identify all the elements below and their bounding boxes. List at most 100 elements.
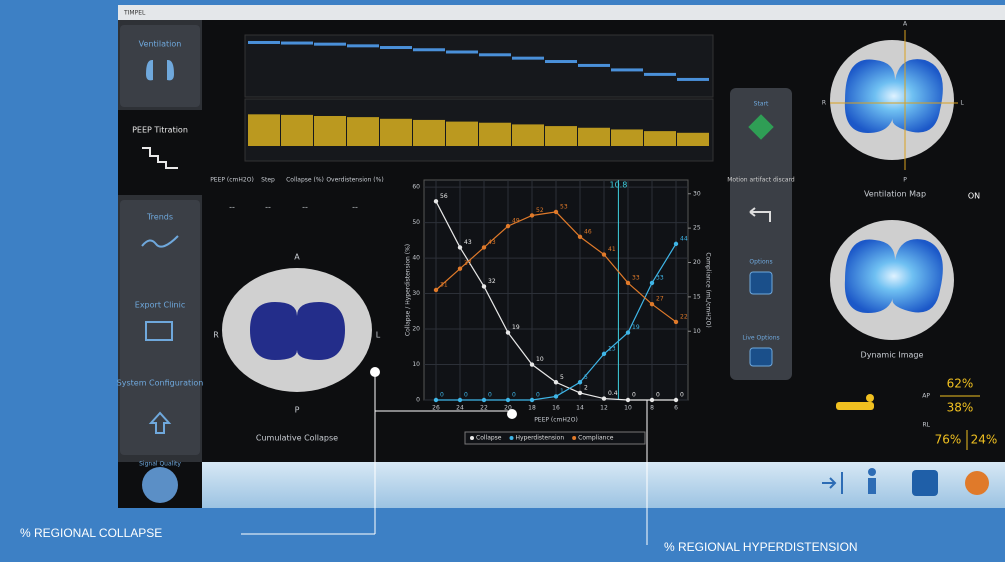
y2-tick-label: 15 [693, 293, 701, 300]
data-label: 13 [608, 345, 616, 352]
data-label: 19 [512, 324, 520, 331]
sidebar-group[interactable] [120, 200, 200, 455]
data-label: 44 [680, 235, 688, 242]
dist-value: 38% [947, 401, 974, 415]
y-tick-label: 50 [412, 219, 420, 226]
signal-quality[interactable] [142, 467, 178, 503]
trend-segment [248, 114, 280, 146]
image-label: Ventilation Map [864, 190, 926, 199]
data-point [505, 397, 511, 403]
sidebar-item-active[interactable] [118, 110, 202, 195]
sidebar-label[interactable]: Export Clinic [135, 301, 185, 310]
data-point [577, 390, 583, 396]
data-point [529, 362, 535, 367]
x-tick-label: 10 [624, 405, 632, 412]
data-point [625, 397, 631, 403]
sidebar-label[interactable]: System Configuration [117, 379, 204, 388]
data-point [481, 397, 487, 403]
x-tick-label: 14 [576, 405, 584, 412]
sidebar-label[interactable]: PEEP Titration [132, 126, 188, 135]
orientation: A [903, 21, 908, 28]
x-tick-label: 20 [504, 405, 512, 412]
data-point [481, 284, 487, 289]
table-cell: -- [229, 203, 235, 212]
trend-segment [545, 60, 577, 64]
data-point [433, 199, 439, 204]
legend [464, 431, 646, 445]
sidebar-item[interactable] [120, 25, 200, 107]
sidebar-label[interactable]: Ventilation [139, 40, 182, 49]
data-point [529, 397, 535, 403]
live-options-button[interactable] [749, 347, 773, 367]
sidebar-label[interactable]: Trends [146, 213, 173, 222]
table-header: Step [261, 177, 275, 184]
y2-tick-label: 25 [693, 225, 701, 232]
help-button[interactable] [912, 470, 938, 496]
legend-label: Compliance [578, 435, 614, 442]
data-label: 43 [488, 239, 496, 246]
data-label: 0 [632, 392, 636, 399]
data-point [601, 351, 607, 357]
data-point [577, 380, 583, 385]
lungs-icon [146, 60, 174, 81]
stop-button[interactable] [965, 471, 989, 495]
table-cell: -- [352, 203, 358, 212]
data-label: 32 [488, 278, 496, 285]
trend-segment [578, 63, 610, 67]
y-tick-label: 30 [412, 290, 420, 297]
data-point [625, 330, 631, 335]
dyn-lungs [844, 239, 943, 313]
trend-segment [611, 68, 643, 72]
patient-button[interactable] [868, 478, 876, 494]
callout-label: % REGIONAL HYPERDISTENSION [664, 540, 858, 554]
data-point [625, 280, 631, 286]
bottom-bar [202, 462, 1005, 508]
data-point [673, 241, 679, 247]
action-label[interactable]: Start [754, 101, 769, 108]
data-label: 1 [560, 388, 564, 395]
trend-segment [314, 42, 346, 46]
trend-segment [446, 121, 478, 146]
y2-tick-label: 10 [693, 328, 701, 335]
exit-button[interactable] [822, 472, 843, 494]
data-point [649, 397, 655, 403]
trend-segment [578, 127, 610, 146]
y2-axis-label: Compliance (mL/cmH2O) [705, 252, 712, 327]
orientation: P [295, 406, 300, 415]
image-label: Cumulative Collapse [256, 434, 338, 443]
action-label[interactable]: Motion artifact discard [727, 177, 795, 184]
trend-segment [281, 41, 313, 45]
trend-segment [281, 114, 313, 146]
patient-icon [836, 402, 874, 410]
dist-value: 62% [947, 377, 974, 391]
y-tick-label: 0 [416, 397, 420, 404]
data-point [553, 209, 559, 215]
action-label[interactable]: Options [749, 259, 772, 266]
highlight-label: 10.8 [609, 181, 627, 190]
data-point [673, 397, 679, 403]
sidebar-label[interactable]: Signal Quality [139, 461, 181, 468]
data-label: 10 [536, 356, 544, 363]
data-label: 52 [536, 207, 544, 214]
data-label: 0 [464, 392, 468, 399]
discard-icon[interactable] [749, 207, 771, 222]
data-label: 46 [584, 228, 592, 235]
action-label[interactable]: Live Options [742, 335, 779, 342]
legend-marker [572, 436, 577, 440]
y-tick-label: 60 [412, 184, 420, 191]
x-tick-label: 22 [480, 405, 488, 412]
options-button[interactable] [749, 271, 773, 295]
dist-value: 76% [935, 433, 962, 447]
data-label: 33 [632, 274, 640, 281]
orientation: R [822, 100, 826, 107]
status[interactable]: ON [968, 192, 980, 201]
trend-segment [380, 46, 412, 50]
data-label: 33 [656, 274, 664, 281]
collapse-region [250, 302, 345, 360]
trend-segment [314, 116, 346, 146]
data-label: 0 [656, 392, 660, 399]
orientation: L [376, 331, 381, 340]
start-button[interactable] [748, 114, 774, 140]
table-cell: -- [265, 203, 271, 212]
patient-button[interactable] [868, 468, 876, 476]
